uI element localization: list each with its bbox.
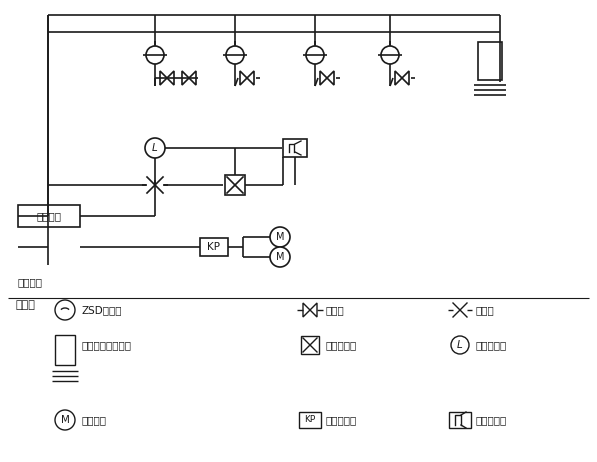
Bar [301, 336, 319, 354]
Text: 水泵电机: 水泵电机 [82, 415, 107, 425]
Text: 模拟末端试水装置: 模拟末端试水装置 [82, 340, 132, 350]
Text: L: L [457, 340, 463, 350]
Circle shape [145, 138, 165, 158]
Bar [449, 412, 471, 428]
Circle shape [146, 46, 164, 64]
Text: 电源装置: 电源装置 [36, 211, 61, 221]
Text: 水泵控制箱: 水泵控制箱 [325, 415, 356, 425]
Circle shape [55, 300, 75, 320]
Text: 水流指示器: 水流指示器 [475, 340, 506, 350]
Bar [299, 412, 321, 428]
Text: 闪光报警器: 闪光报警器 [325, 340, 356, 350]
Text: KP: KP [304, 415, 316, 425]
Text: ZSD控制器: ZSD控制器 [82, 305, 122, 315]
Circle shape [55, 410, 75, 430]
Bar [283, 139, 307, 157]
Circle shape [451, 336, 469, 354]
Circle shape [381, 46, 399, 64]
Text: M: M [276, 252, 284, 262]
Text: KP: KP [208, 242, 220, 252]
Bar [18, 205, 80, 227]
Text: 电磁阀: 电磁阀 [325, 305, 344, 315]
Text: 图例：: 图例： [15, 300, 35, 310]
Bar [55, 335, 75, 365]
Circle shape [270, 247, 290, 267]
Text: 声光报警器: 声光报警器 [475, 415, 506, 425]
Text: 消防电源: 消防电源 [18, 277, 43, 287]
Text: L: L [152, 143, 158, 153]
Circle shape [226, 46, 244, 64]
Text: M: M [60, 415, 69, 425]
Bar [478, 42, 502, 80]
Circle shape [306, 46, 324, 64]
Circle shape [270, 227, 290, 247]
Bar [225, 175, 245, 195]
Text: M: M [276, 232, 284, 242]
Bar [200, 238, 228, 256]
Text: 信号阀: 信号阀 [475, 305, 494, 315]
